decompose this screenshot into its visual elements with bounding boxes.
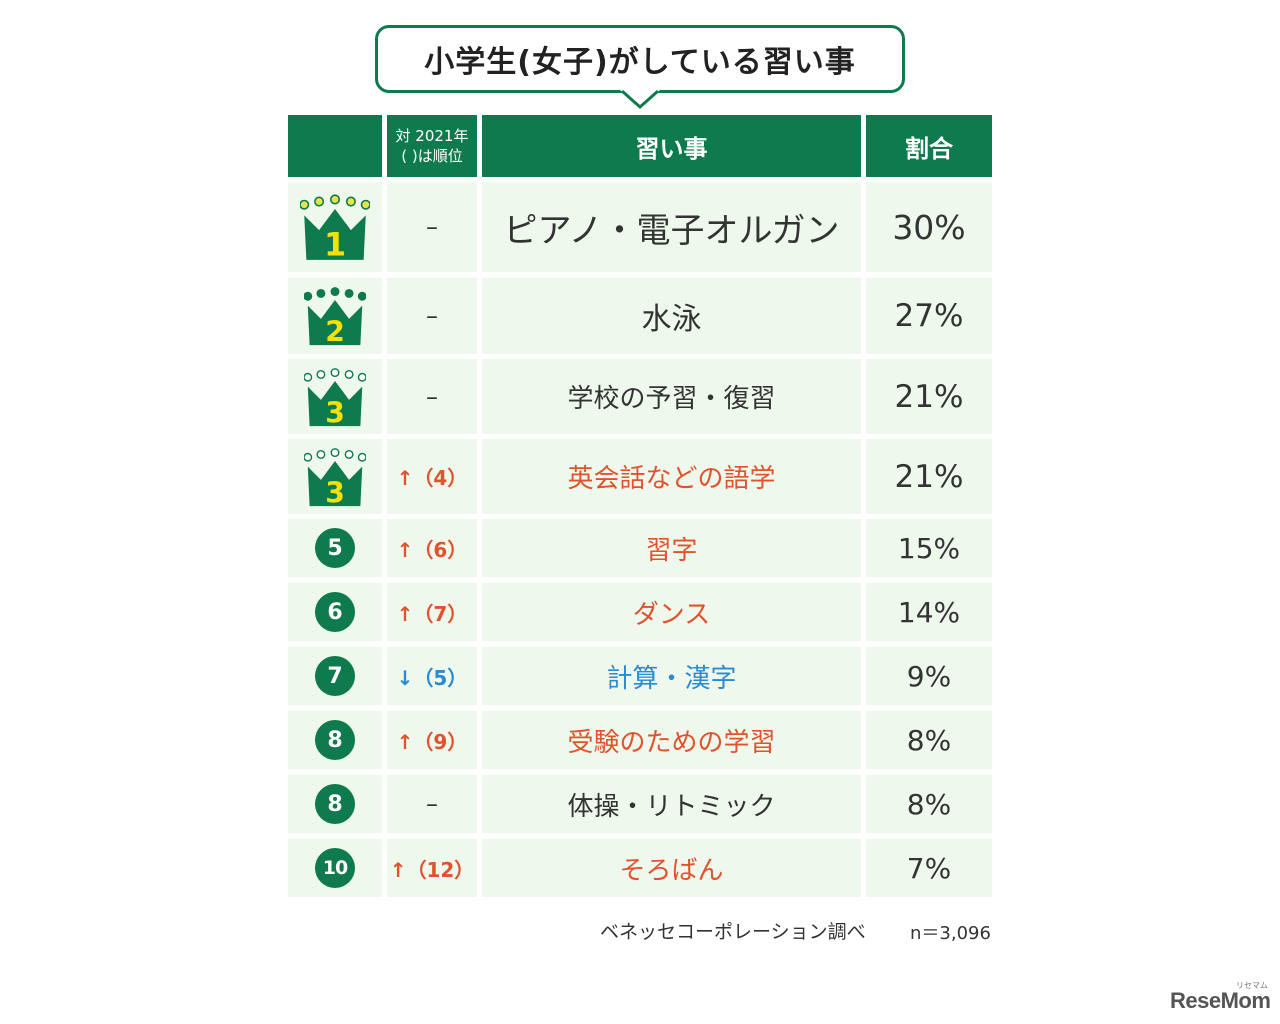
- crown-rank-2-icon: 2: [304, 287, 366, 347]
- lesson-name: 計算・漢字: [482, 647, 861, 705]
- prev-rank-cell: ↑（12）: [387, 839, 477, 897]
- lesson-name: 体操・リトミック: [482, 775, 861, 833]
- percent-value: 30%: [866, 182, 992, 272]
- rank-cell: 7: [288, 647, 382, 705]
- percent-value: 14%: [866, 583, 992, 641]
- lesson-name: 習字: [482, 519, 861, 577]
- crown-rank-number: 3: [325, 476, 345, 508]
- lesson-name: ピアノ・電子オルガン: [482, 182, 861, 272]
- lesson-name: 水泳: [482, 278, 861, 354]
- percent-value: 8%: [866, 711, 992, 769]
- rank-cell: 8: [288, 775, 382, 833]
- lesson-name: 英会話などの語学: [482, 439, 861, 514]
- header-rank: [288, 115, 382, 177]
- prev-rank-cell: ↓（5）: [387, 647, 477, 705]
- sample-size: n＝3,096: [910, 923, 991, 944]
- crown-rank-number: 3: [325, 396, 345, 428]
- crown-rank-number: 1: [324, 226, 346, 262]
- crown-rank-number: 2: [325, 315, 345, 347]
- rank-badge: 6: [315, 592, 355, 632]
- resemom-logo: ReseMom: [1170, 988, 1271, 1013]
- lesson-name: 学校の予習・復習: [482, 359, 861, 434]
- header-prev-line2: ( )は順位: [401, 147, 463, 165]
- header-prev-line1: 対 2021年: [395, 127, 469, 145]
- percent-value: 21%: [866, 359, 992, 434]
- rank-badge: 8: [315, 720, 355, 760]
- percent-value: 21%: [866, 439, 992, 514]
- prev-rank-cell: ↑（4）: [387, 439, 477, 514]
- chart-title-text: 小学生(女子)がしている習い事: [424, 45, 856, 80]
- lesson-name: ダンス: [482, 583, 861, 641]
- crown-rank-3-icon: 3: [304, 447, 366, 508]
- header-prev-year: 対 2021年 ( )は順位: [387, 115, 477, 177]
- header-percent: 割合: [866, 115, 992, 177]
- rank-badge: 5: [315, 528, 355, 568]
- prev-rank-cell: ↑（9）: [387, 711, 477, 769]
- rank-badge: 8: [315, 784, 355, 824]
- resemom-logo-sub: リセマム: [1236, 981, 1268, 990]
- prev-rank-cell: –: [387, 359, 477, 434]
- lesson-name: そろばん: [482, 839, 861, 897]
- crown-rank-3-icon: 3: [304, 367, 366, 428]
- rank-cell: 8: [288, 711, 382, 769]
- rank-badge: 7: [315, 656, 355, 696]
- rank-cell: 5: [288, 519, 382, 577]
- rank-cell: 1: [288, 182, 382, 272]
- percent-value: 27%: [866, 278, 992, 354]
- prev-rank-cell: –: [387, 775, 477, 833]
- percent-value: 9%: [866, 647, 992, 705]
- source-note: ベネッセコーポレーション調べ: [600, 921, 866, 943]
- percent-value: 8%: [866, 775, 992, 833]
- rank-cell: 3: [288, 359, 382, 434]
- title-bubble-tail: [620, 90, 660, 110]
- rank-cell: 6: [288, 583, 382, 641]
- rank-badge: 10: [315, 848, 355, 888]
- chart-title: 小学生(女子)がしている習い事: [375, 25, 905, 93]
- prev-rank-cell: ↑（7）: [387, 583, 477, 641]
- rank-cell: 3: [288, 439, 382, 514]
- rank-cell: 2: [288, 278, 382, 354]
- crown-rank-1-icon: 1: [300, 194, 370, 262]
- prev-rank-cell: ↑（6）: [387, 519, 477, 577]
- rank-cell: 10: [288, 839, 382, 897]
- prev-rank-cell: –: [387, 278, 477, 354]
- percent-value: 15%: [866, 519, 992, 577]
- lesson-name: 受験のための学習: [482, 711, 861, 769]
- header-item: 習い事: [482, 115, 861, 177]
- prev-rank-cell: –: [387, 182, 477, 272]
- percent-value: 7%: [866, 839, 992, 897]
